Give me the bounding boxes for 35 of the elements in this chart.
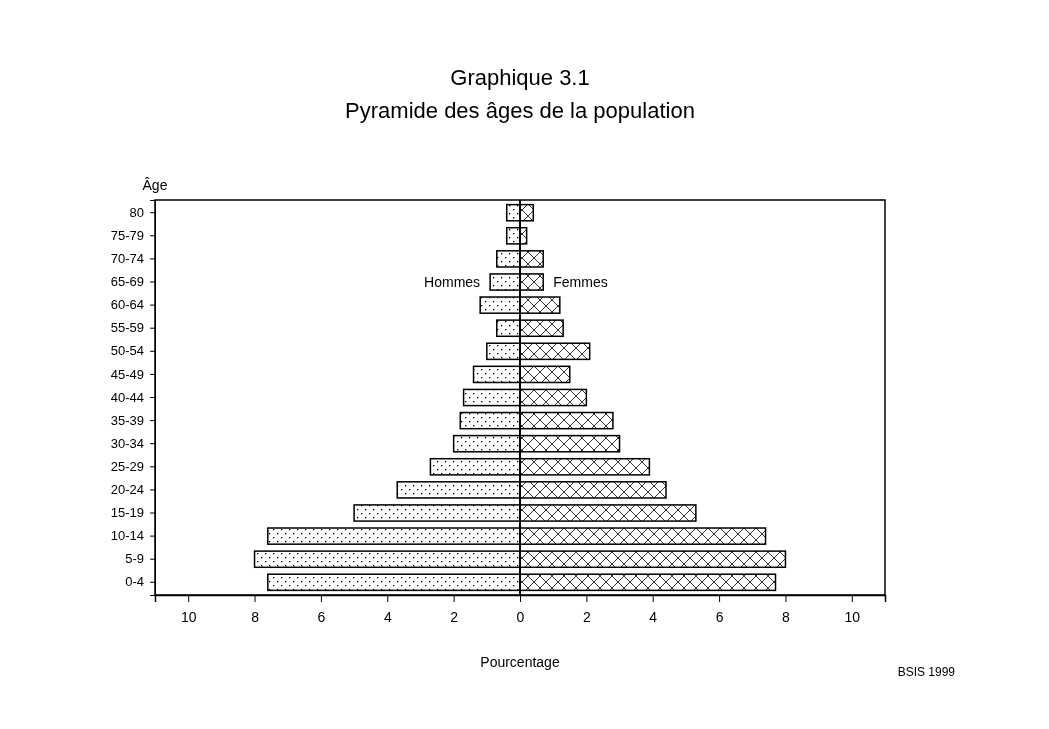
y-tick-label: 70-74: [110, 251, 144, 267]
y-tick-label: 80: [129, 204, 144, 220]
series-label: Femmes: [553, 274, 608, 290]
x-tick-label: 8: [782, 608, 791, 625]
text: BSIS 1999: [897, 665, 956, 679]
x-tick-label: 2: [450, 608, 459, 625]
y-tick-label: 65-69: [110, 274, 144, 290]
y-tick-label: 50-54: [110, 343, 144, 359]
y-tick-label: 25-29: [110, 458, 144, 474]
x-tick-label: 6: [317, 608, 326, 625]
y-axis-title: Âge: [142, 177, 168, 193]
y-tick-label: 55-59: [110, 320, 144, 336]
y-tick-label: 0-4: [125, 574, 144, 590]
y-tick-label: 75-79: [110, 227, 144, 243]
x-tick-label: 0: [516, 608, 525, 625]
y-tick-label: 15-19: [110, 505, 144, 521]
x-tick-label: 8: [251, 608, 260, 625]
y-tick-label: 5-9: [125, 551, 144, 567]
x-tick-label: 10: [844, 608, 861, 625]
y-tick-label: 60-64: [110, 297, 144, 313]
x-tick-label: 4: [383, 608, 392, 625]
x-tick-label: 10: [180, 608, 197, 625]
chart-title: Graphique 3.1: [450, 65, 590, 90]
series-label: Hommes: [424, 274, 481, 290]
y-tick-label: 45-49: [110, 366, 144, 382]
x-axis-title: Pourcentage: [480, 654, 560, 670]
x-tick-label: 4: [649, 608, 658, 625]
y-tick-label: 30-34: [110, 435, 144, 451]
y-tick-label: 40-44: [110, 389, 144, 405]
chart-subtitle: Pyramide des âges de la population: [345, 98, 695, 123]
y-tick-label: 35-39: [110, 412, 144, 428]
y-tick-label: 20-24: [110, 482, 144, 498]
x-tick-label: 6: [715, 608, 724, 625]
x-tick-label: 2: [582, 608, 591, 625]
y-tick-label: 10-14: [110, 528, 144, 544]
